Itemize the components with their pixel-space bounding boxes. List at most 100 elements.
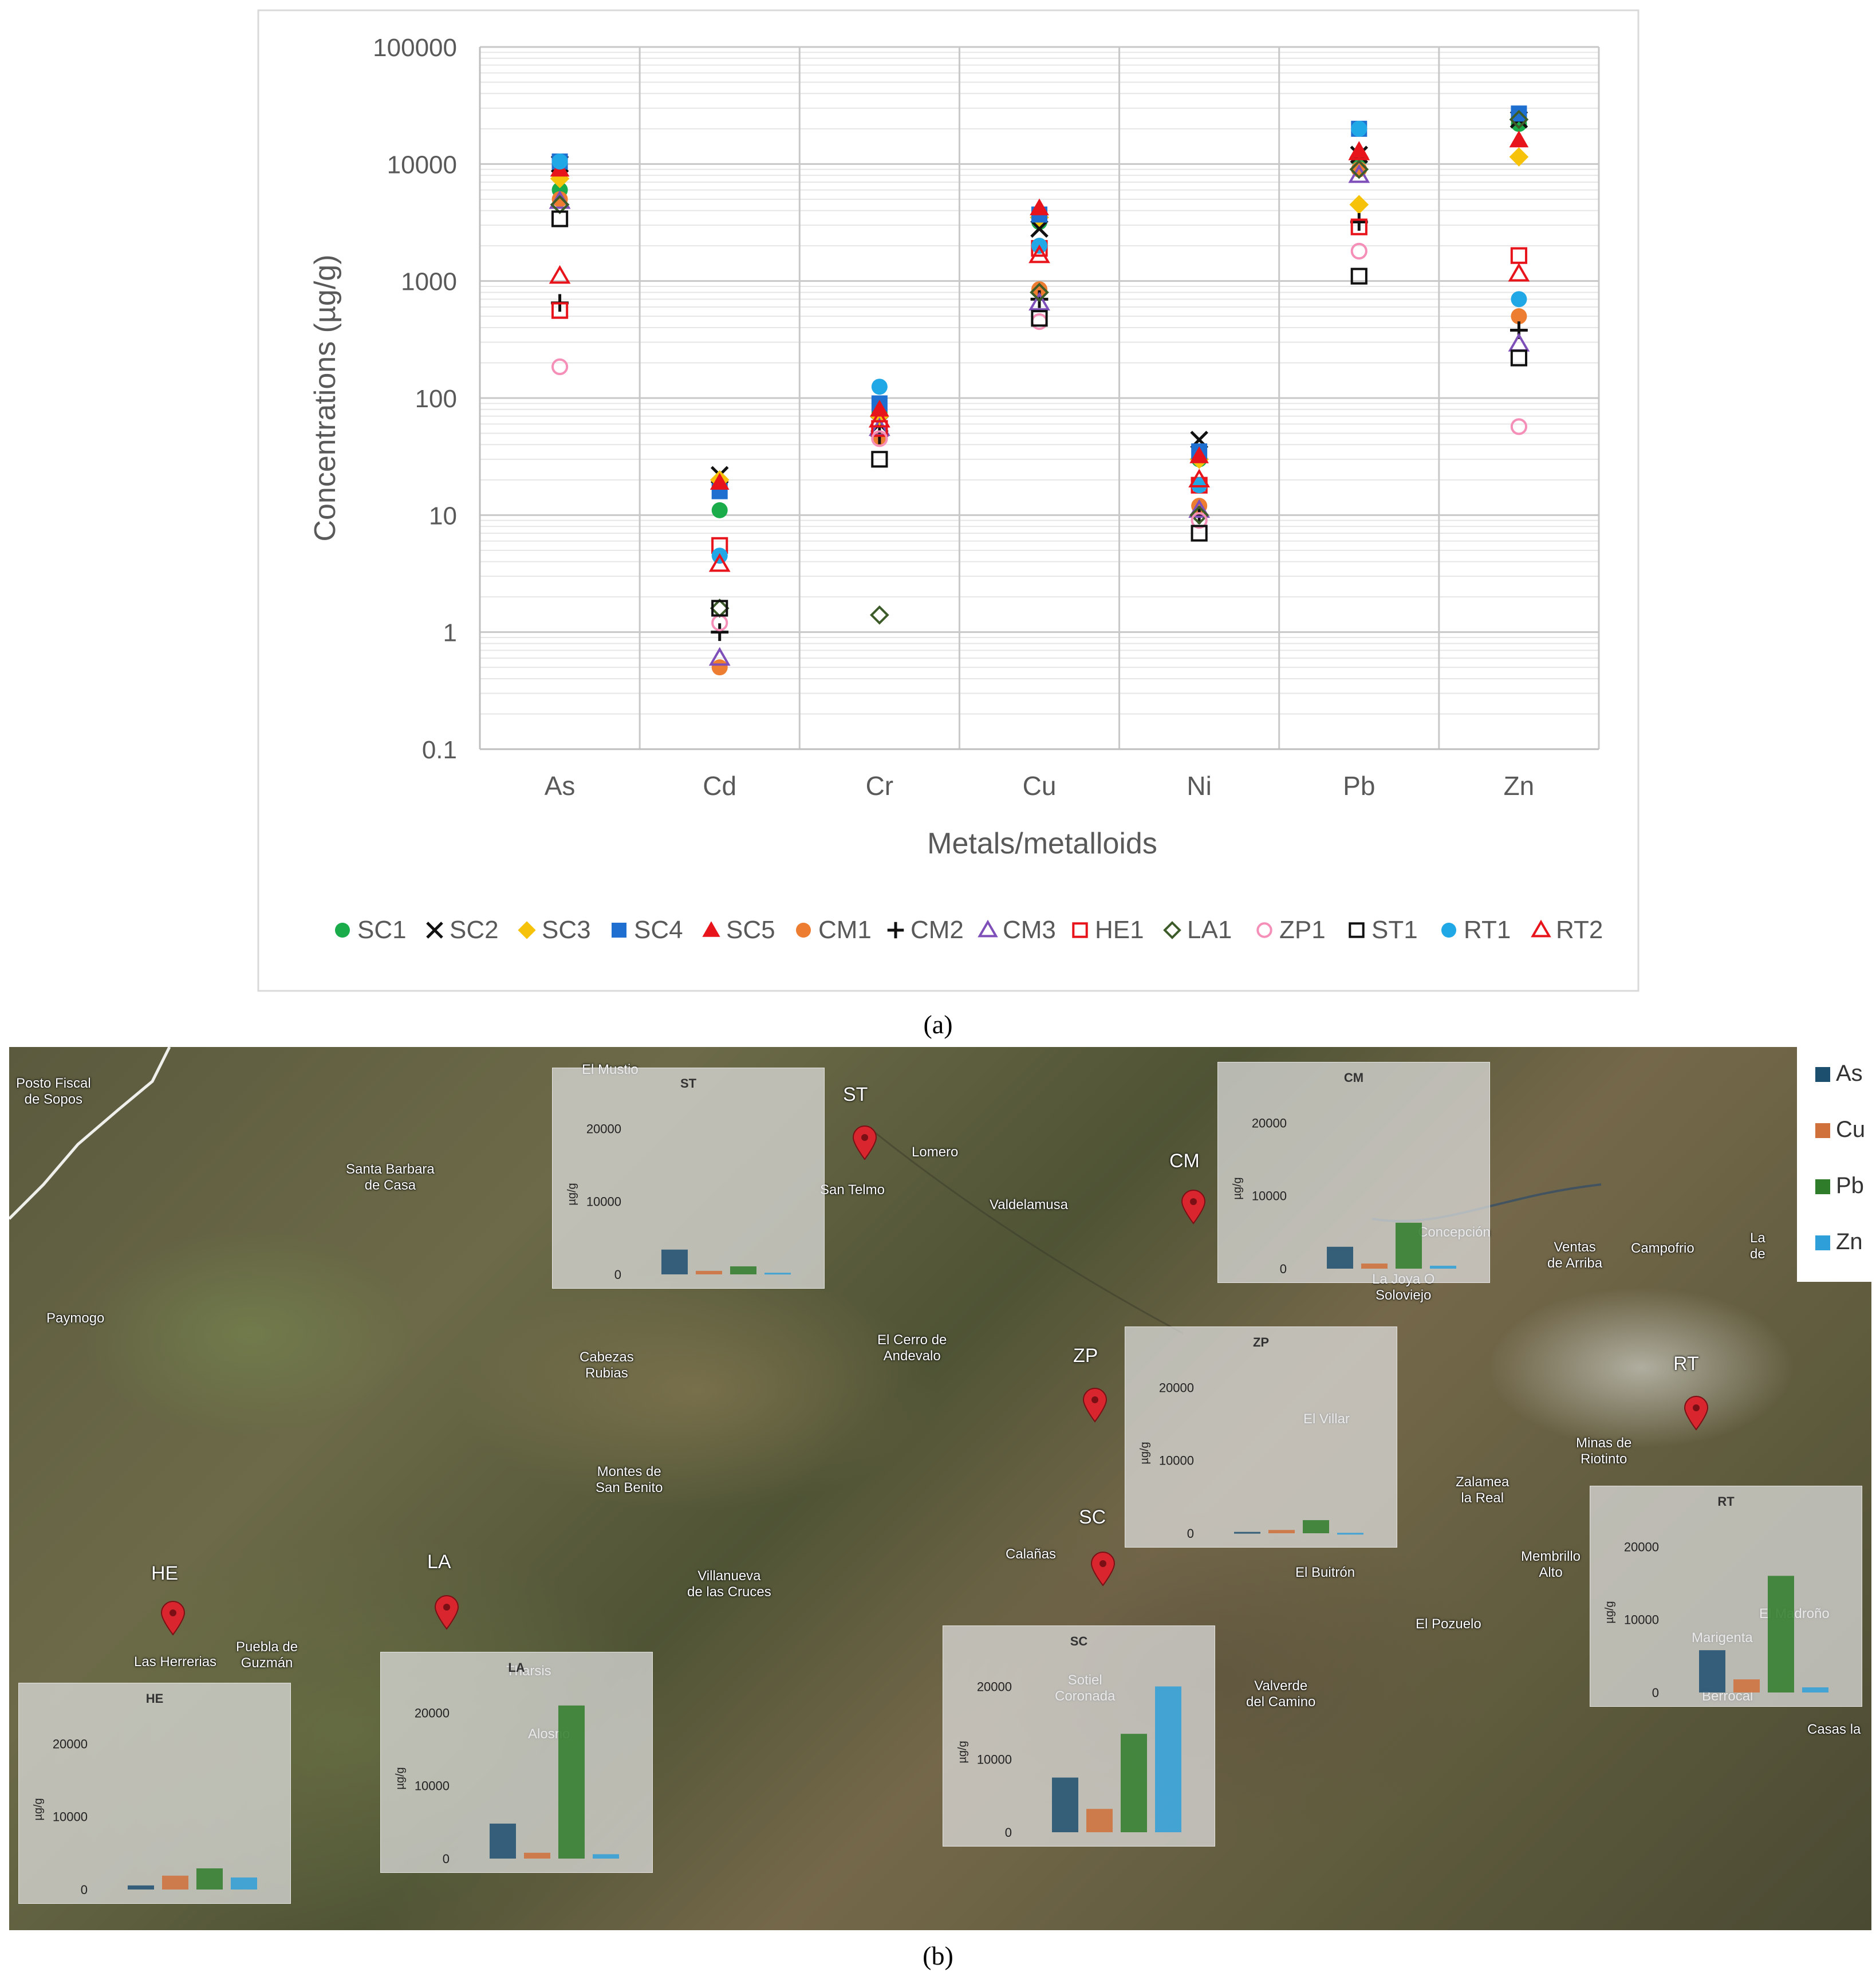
- point-st1-ni: [1191, 525, 1208, 542]
- axes: [479, 47, 1599, 750]
- place-label: La de: [1750, 1230, 1765, 1262]
- data-points: [549, 105, 1530, 676]
- place-label: Casas la: [1807, 1722, 1861, 1737]
- inset-y-tick: 0: [1005, 1825, 1012, 1840]
- border-line: [9, 1047, 171, 1220]
- legend-label-zp1: ZP1: [1279, 916, 1326, 944]
- point-rt1-as: [551, 153, 568, 170]
- point-rt2-pb: [1348, 141, 1370, 160]
- point-rt1-pb: [1351, 120, 1367, 137]
- map-legend-item-cu: Cu: [1815, 1117, 1865, 1143]
- map-pin-icon[interactable]: [851, 1125, 878, 1160]
- place-label: Puebla de Guzmán: [236, 1639, 298, 1671]
- y-axis-label: Concentrations (µg/g): [309, 254, 342, 541]
- y-tick-label: 10000: [387, 151, 457, 179]
- site-code-zp: ZP: [1073, 1345, 1098, 1367]
- bar-cm-as: [1327, 1246, 1353, 1269]
- map-pin-icon[interactable]: [159, 1600, 187, 1636]
- point-sc5-cd: [710, 473, 730, 490]
- map-legend-item-pb: Pb: [1815, 1173, 1864, 1199]
- inset-y-label: µg/g: [394, 1767, 407, 1789]
- point-zp1-ni: [1191, 512, 1208, 529]
- point-la1-pb: [1349, 159, 1369, 179]
- bar-la-cu: [524, 1852, 550, 1859]
- point-cm1-cu: [1031, 281, 1047, 298]
- inset-y-tick: 10000: [1252, 1189, 1287, 1203]
- inset-title: RT: [1717, 1494, 1735, 1509]
- legend-marker-cm3: [978, 919, 998, 938]
- inset-y-tick: 0: [1652, 1686, 1659, 1700]
- place-label: El Buitrón: [1295, 1565, 1355, 1580]
- inset-y-tick: 20000: [1624, 1540, 1659, 1554]
- point-zp1-pb: [1350, 242, 1367, 260]
- caption-b: (b): [923, 1941, 953, 1970]
- inset-y-tick: 0: [443, 1852, 450, 1866]
- legend-label-sc4: SC4: [634, 916, 683, 944]
- bar-st-pb: [730, 1266, 756, 1274]
- legend-marker-sc4: [612, 923, 626, 938]
- inset-y-tick: 0: [81, 1883, 88, 1897]
- inset-y-tick: 10000: [1624, 1613, 1659, 1627]
- legend-marker-sc1: [335, 923, 350, 938]
- point-cm1-cd: [711, 659, 728, 676]
- point-rt2-cu: [1028, 244, 1050, 263]
- bar-cm-cu: [1361, 1263, 1388, 1269]
- inset-y-label: µg/g: [1138, 1442, 1151, 1464]
- legend-marker-cm2: [887, 922, 904, 939]
- point-cm1-zn: [1511, 308, 1527, 325]
- bar-zp-pb: [1303, 1520, 1329, 1533]
- legend-label-sc3: SC3: [542, 916, 591, 944]
- point-sc3-as: [550, 169, 570, 188]
- map-pin-icon[interactable]: [1089, 1551, 1117, 1587]
- inset-title: SC: [1070, 1634, 1088, 1648]
- caption-a: (a): [923, 1010, 953, 1039]
- point-zp1-cr: [871, 430, 888, 447]
- bar-he-as: [128, 1885, 154, 1890]
- place-label: Membrillo Alto: [1521, 1549, 1581, 1580]
- place-label: Valdelamusa: [990, 1197, 1068, 1213]
- y-tick-label: 1000: [401, 268, 457, 296]
- legend-label-he1: HE1: [1095, 916, 1144, 944]
- point-st1-cr: [871, 451, 888, 468]
- point-rt1-cr: [871, 379, 888, 395]
- inset-y-label: µg/g: [566, 1183, 578, 1205]
- point-zp1-as: [551, 358, 569, 376]
- point-la1-cu: [1030, 282, 1049, 302]
- bar-cm-zn: [1430, 1265, 1456, 1269]
- point-rt2-zn: [1508, 262, 1530, 282]
- legend-swatch: [1815, 1235, 1830, 1250]
- map-pin-icon[interactable]: [1682, 1395, 1710, 1431]
- map-legend-item-as: As: [1815, 1061, 1863, 1087]
- inset-y-label: µg/g: [956, 1741, 969, 1763]
- inset-chart: HE 0 10000 20000 µg/g: [32, 1691, 257, 1897]
- scatter-chart-panel-a: 0.1 1 10 100 1000 10000 100000 As Cd Cr Cu Ni Pb Zn C…: [257, 9, 1639, 992]
- map-pin-icon[interactable]: [1180, 1189, 1207, 1225]
- y-tick-label: 100: [415, 385, 457, 413]
- point-cm3-ni: [1188, 499, 1211, 518]
- inset-title: ZP: [1253, 1335, 1269, 1349]
- y-tick-label: 1: [443, 619, 457, 647]
- site-code-rt: RT: [1673, 1353, 1699, 1375]
- bar-sc-pb: [1121, 1734, 1147, 1832]
- inset-chart: RT 0 10000 20000 µg/g: [1603, 1494, 1828, 1700]
- map-pin-icon[interactable]: [433, 1595, 460, 1630]
- point-cm2-pb: [1350, 213, 1368, 231]
- bar-he-cu: [162, 1875, 188, 1890]
- place-label: Minas de Riotinto: [1576, 1435, 1632, 1467]
- legend-marker-st1: [1349, 922, 1365, 938]
- bar-inset-zp: ZP 0 10000 20000 µg/g: [1125, 1326, 1397, 1548]
- point-rt2-cr: [868, 408, 890, 428]
- place-label: Montes de San Benito: [596, 1464, 663, 1495]
- site-code-la: LA: [427, 1551, 451, 1573]
- inset-y-tick: 10000: [977, 1753, 1012, 1767]
- point-rt2-cd: [708, 553, 731, 572]
- legend-swatch: [1815, 1179, 1830, 1194]
- map-pin-icon[interactable]: [1081, 1387, 1109, 1423]
- point-la1-ni: [1189, 505, 1209, 525]
- legend-marker-rt1: [1441, 923, 1456, 938]
- point-cm2-cd: [711, 623, 729, 641]
- map-panel-b: Posto Fiscal de Sopos Santa Barbara de Ca…: [9, 1047, 1871, 1930]
- point-sc4-zn: [1511, 105, 1527, 122]
- bar-he-zn: [231, 1877, 257, 1890]
- point-st1-cd: [711, 600, 728, 617]
